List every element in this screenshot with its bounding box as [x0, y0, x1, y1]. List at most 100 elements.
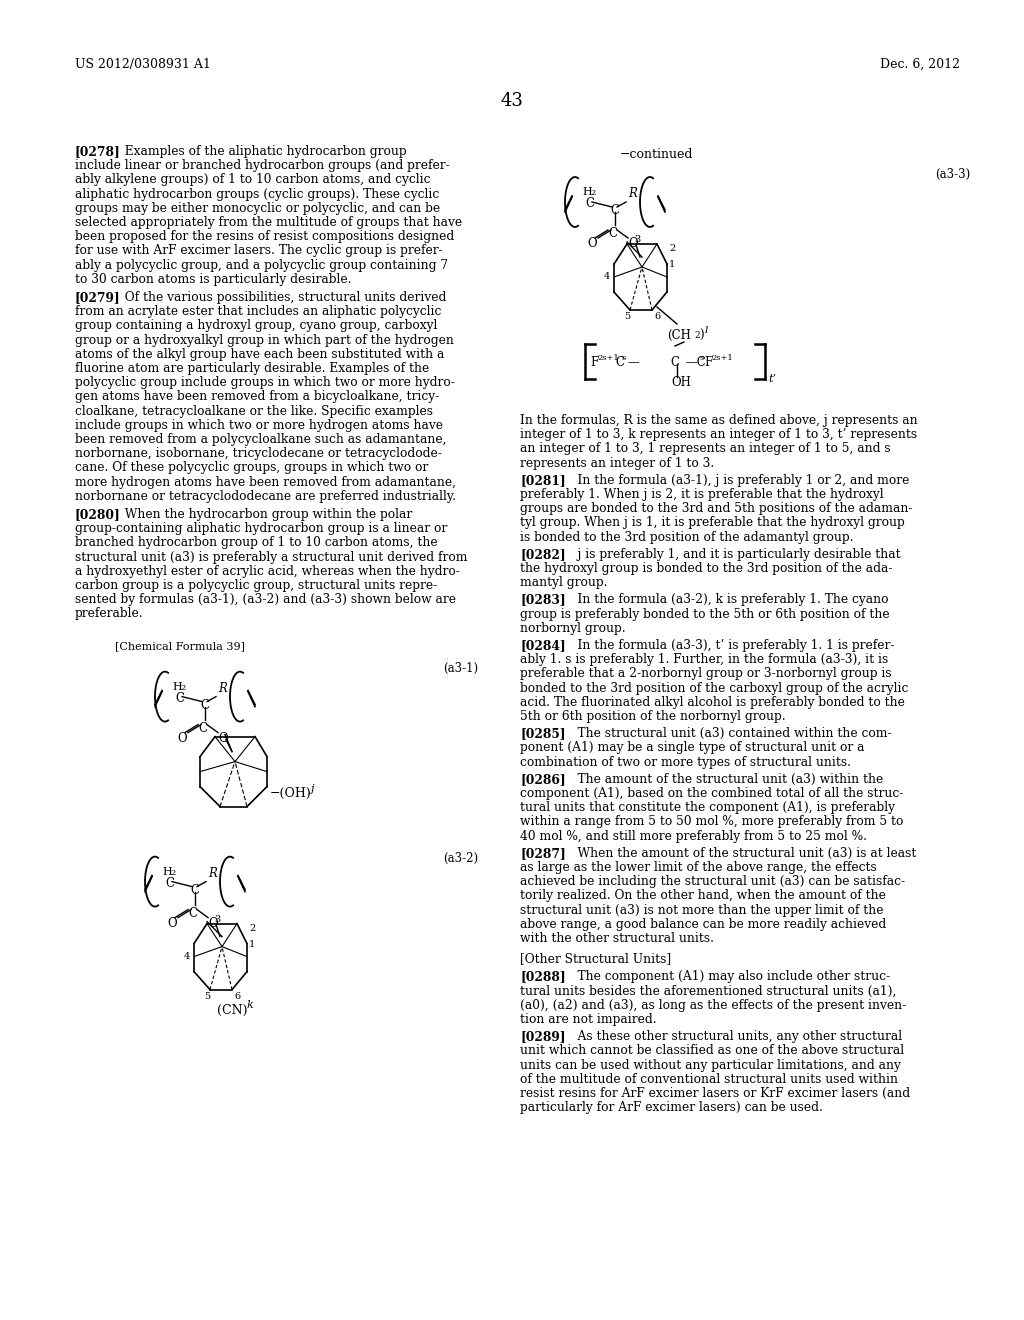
Text: (CN): (CN): [217, 1003, 248, 1016]
Text: preferable.: preferable.: [75, 607, 143, 620]
Text: (a0), (a2) and (a3), as long as the effects of the present inven-: (a0), (a2) and (a3), as long as the effe…: [520, 999, 906, 1012]
Text: 3: 3: [634, 235, 640, 244]
Text: 2s+1: 2s+1: [711, 354, 733, 362]
Text: 2s+1: 2s+1: [597, 354, 618, 362]
Text: O: O: [628, 238, 638, 249]
Text: tion are not impaired.: tion are not impaired.: [520, 1012, 656, 1026]
Text: C: C: [190, 883, 199, 896]
Text: −continued: −continued: [620, 148, 693, 161]
Text: The amount of the structural unit (a3) within the: The amount of the structural unit (a3) w…: [562, 772, 884, 785]
Text: C: C: [610, 205, 618, 216]
Text: O: O: [208, 916, 218, 929]
Text: Of the various possibilities, structural units derived: Of the various possibilities, structural…: [117, 290, 446, 304]
Text: —: —: [627, 356, 639, 370]
Text: tural units besides the aforementioned structural units (a1),: tural units besides the aforementioned s…: [520, 985, 896, 998]
Text: [0288]: [0288]: [520, 970, 565, 983]
Text: group containing a hydroxyl group, cyano group, carboxyl: group containing a hydroxyl group, cyano…: [75, 319, 437, 333]
Text: [0283]: [0283]: [520, 594, 565, 606]
Text: fluorine atom are particularly desirable. Examples of the: fluorine atom are particularly desirable…: [75, 362, 429, 375]
Text: (CH: (CH: [667, 329, 691, 342]
Text: H: H: [582, 187, 592, 197]
Text: group-containing aliphatic hydrocarbon group is a linear or: group-containing aliphatic hydrocarbon g…: [75, 523, 447, 535]
Text: from an acrylate ester that includes an aliphatic polycyclic: from an acrylate ester that includes an …: [75, 305, 441, 318]
Text: t’: t’: [768, 374, 776, 384]
Text: 2: 2: [590, 189, 595, 197]
Text: with the other structural units.: with the other structural units.: [520, 932, 714, 945]
Text: [0281]: [0281]: [520, 474, 565, 487]
Text: [Other Structural Units]: [Other Structural Units]: [520, 952, 671, 965]
Text: j: j: [310, 784, 313, 793]
Text: include linear or branched hydrocarbon groups (and prefer-: include linear or branched hydrocarbon g…: [75, 160, 450, 172]
Text: F: F: [590, 356, 598, 370]
Text: represents an integer of 1 to 3.: represents an integer of 1 to 3.: [520, 457, 715, 470]
Text: the hydroxyl group is bonded to the 3rd position of the ada-: the hydroxyl group is bonded to the 3rd …: [520, 562, 893, 576]
Text: R: R: [218, 681, 227, 694]
Text: [0279]: [0279]: [75, 290, 121, 304]
Text: [0284]: [0284]: [520, 639, 565, 652]
Text: bonded to the 3rd position of the carboxyl group of the acrylic: bonded to the 3rd position of the carbox…: [520, 681, 908, 694]
Text: The component (A1) may also include other struc-: The component (A1) may also include othe…: [562, 970, 890, 983]
Text: 2: 2: [170, 869, 175, 876]
Text: (a3-2): (a3-2): [443, 851, 478, 865]
Text: O: O: [177, 731, 186, 744]
Text: sented by formulas (a3-1), (a3-2) and (a3-3) shown below are: sented by formulas (a3-1), (a3-2) and (a…: [75, 593, 456, 606]
Text: In the formula (a3-3), t’ is preferably 1. 1 is prefer-: In the formula (a3-3), t’ is preferably …: [562, 639, 895, 652]
Text: OH: OH: [671, 376, 691, 389]
Text: group is preferably bonded to the 5th or 6th position of the: group is preferably bonded to the 5th or…: [520, 607, 890, 620]
Text: When the amount of the structural unit (a3) is at least: When the amount of the structural unit (…: [562, 847, 916, 859]
Text: combination of two or more types of structural units.: combination of two or more types of stru…: [520, 755, 851, 768]
Text: —C: —C: [685, 356, 706, 370]
Text: C: C: [175, 692, 184, 705]
Text: more hydrogen atoms have been removed from adamantane,: more hydrogen atoms have been removed fr…: [75, 475, 456, 488]
Text: 40 mol %, and still more preferably from 5 to 25 mol %.: 40 mol %, and still more preferably from…: [520, 829, 867, 842]
Text: include groups in which two or more hydrogen atoms have: include groups in which two or more hydr…: [75, 418, 443, 432]
Text: C: C: [165, 876, 174, 890]
Text: an integer of 1 to 3, 1 represents an integer of 1 to 5, and s: an integer of 1 to 3, 1 represents an in…: [520, 442, 891, 455]
Text: component (A1), based on the combined total of all the struc-: component (A1), based on the combined to…: [520, 787, 903, 800]
Text: structural unit (a3) is preferably a structural unit derived from: structural unit (a3) is preferably a str…: [75, 550, 468, 564]
Text: preferable that a 2-norbornyl group or 3-norbornyl group is: preferable that a 2-norbornyl group or 3…: [520, 668, 892, 680]
Text: a hydroxyethyl ester of acrylic acid, whereas when the hydro-: a hydroxyethyl ester of acrylic acid, wh…: [75, 565, 460, 578]
Text: norbornane, isobornane, tricyclodecane or tetracyclodode-: norbornane, isobornane, tricyclodecane o…: [75, 447, 442, 461]
Text: mantyl group.: mantyl group.: [520, 577, 607, 589]
Text: j is preferably 1, and it is particularly desirable that: j is preferably 1, and it is particularl…: [562, 548, 901, 561]
Text: O: O: [587, 238, 597, 249]
Text: C: C: [615, 356, 624, 370]
Text: cloalkane, tetracycloalkane or the like. Specific examples: cloalkane, tetracycloalkane or the like.…: [75, 405, 433, 417]
Text: above range, a good balance can be more readily achieved: above range, a good balance can be more …: [520, 917, 886, 931]
Text: [0282]: [0282]: [520, 548, 565, 561]
Text: resist resins for ArF excimer lasers or KrF excimer lasers (and: resist resins for ArF excimer lasers or …: [520, 1086, 910, 1100]
Text: selected appropriately from the multitude of groups that have: selected appropriately from the multitud…: [75, 216, 462, 228]
Text: achieved be including the structural unit (a3) can be satisfac-: achieved be including the structural uni…: [520, 875, 905, 888]
Text: group or a hydroxyalkyl group in which part of the hydrogen: group or a hydroxyalkyl group in which p…: [75, 334, 454, 347]
Text: (a3-1): (a3-1): [443, 661, 478, 675]
Text: ably a polycyclic group, and a polycyclic group containing 7: ably a polycyclic group, and a polycycli…: [75, 259, 449, 272]
Text: H: H: [162, 867, 172, 876]
Text: particularly for ArF excimer lasers) can be used.: particularly for ArF excimer lasers) can…: [520, 1101, 823, 1114]
Text: 4: 4: [604, 272, 610, 281]
Text: to 30 carbon atoms is particularly desirable.: to 30 carbon atoms is particularly desir…: [75, 273, 351, 286]
Text: Dec. 6, 2012: Dec. 6, 2012: [880, 58, 961, 71]
Text: carbon group is a polycyclic group, structural units repre-: carbon group is a polycyclic group, stru…: [75, 579, 437, 591]
Text: C: C: [670, 356, 679, 370]
Text: 6: 6: [654, 312, 660, 321]
Text: l: l: [705, 326, 709, 335]
Text: s: s: [622, 354, 627, 362]
Text: tyl group. When j is 1, it is preferable that the hydroxyl group: tyl group. When j is 1, it is preferable…: [520, 516, 905, 529]
Text: 5: 5: [204, 991, 210, 1001]
Text: been removed from a polycycloalkane such as adamantane,: been removed from a polycycloalkane such…: [75, 433, 446, 446]
Text: When the hydrocarbon group within the polar: When the hydrocarbon group within the po…: [117, 508, 413, 521]
Text: F: F: [705, 356, 713, 370]
Text: 5: 5: [624, 312, 630, 321]
Text: unit which cannot be classified as one of the above structural: unit which cannot be classified as one o…: [520, 1044, 904, 1057]
Text: 1: 1: [669, 260, 675, 269]
Text: 2: 2: [694, 331, 699, 341]
Text: units can be used without any particular limitations, and any: units can be used without any particular…: [520, 1059, 901, 1072]
Text: 2: 2: [249, 924, 255, 933]
Text: O: O: [167, 916, 176, 929]
Text: 4: 4: [184, 952, 190, 961]
Text: of the multitude of conventional structural units used within: of the multitude of conventional structu…: [520, 1073, 898, 1086]
Text: The structural unit (a3) contained within the com-: The structural unit (a3) contained withi…: [562, 727, 892, 741]
Text: been proposed for the resins of resist compositions designed: been proposed for the resins of resist c…: [75, 230, 455, 243]
Text: ponent (A1) may be a single type of structural unit or a: ponent (A1) may be a single type of stru…: [520, 742, 864, 755]
